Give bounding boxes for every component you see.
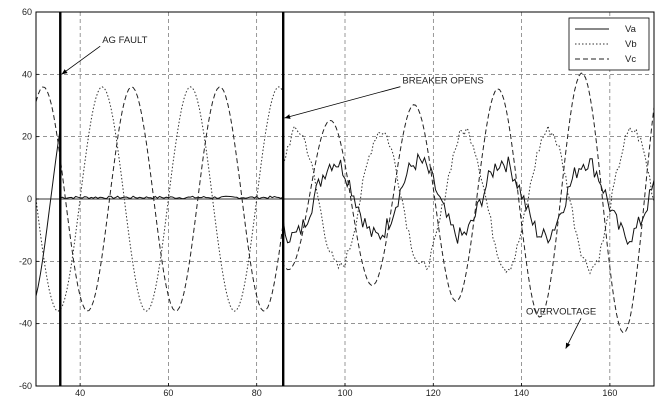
y-tick-label: 60 — [22, 7, 32, 17]
y-tick-label: -60 — [19, 381, 32, 391]
grid-lines — [36, 12, 654, 386]
annotations: AG FAULT BREAKER OPENS OVERVOLTAGE — [61, 35, 596, 349]
legend: Va Vb Vc — [568, 17, 650, 71]
y-tick-label: 20 — [22, 132, 32, 142]
ag-fault-label-arrow — [61, 45, 101, 75]
x-tick-label: 60 — [163, 388, 173, 397]
x-tick-label: 120 — [426, 388, 441, 397]
x-tick-label: 160 — [602, 388, 617, 397]
overvoltage-label-arrow — [565, 318, 582, 349]
x-tick-label: 80 — [252, 388, 262, 397]
y-tick-label: 40 — [22, 69, 32, 79]
breaker-opens-label: BREAKER OPENS — [402, 76, 483, 87]
y-tick-label: -40 — [19, 319, 32, 329]
x-tick-label: 140 — [514, 388, 529, 397]
legend-label-vc: Vc — [625, 54, 636, 65]
y-tick-label: -20 — [19, 256, 32, 266]
series-layer — [35, 72, 655, 334]
series-line-va — [35, 128, 655, 297]
y-tick-label: 0 — [27, 194, 32, 204]
legend-label-va: Va — [625, 24, 637, 35]
x-tick-label: 40 — [75, 388, 85, 397]
event-markers — [59, 12, 285, 386]
legend-label-vb: Vb — [625, 39, 637, 50]
overvoltage-label: OVERVOLTAGE — [526, 306, 596, 317]
series-line-vc — [35, 72, 655, 334]
x-tick-label: 100 — [337, 388, 352, 397]
axis-ticks: -60 -40 -20 0 20 40 60 40 60 80 100 120 140 160 — [19, 7, 617, 397]
breaker-opens-label-arrow — [284, 86, 401, 119]
ag-fault-label: AG FAULT — [102, 35, 147, 46]
series-line-vb — [35, 86, 655, 312]
